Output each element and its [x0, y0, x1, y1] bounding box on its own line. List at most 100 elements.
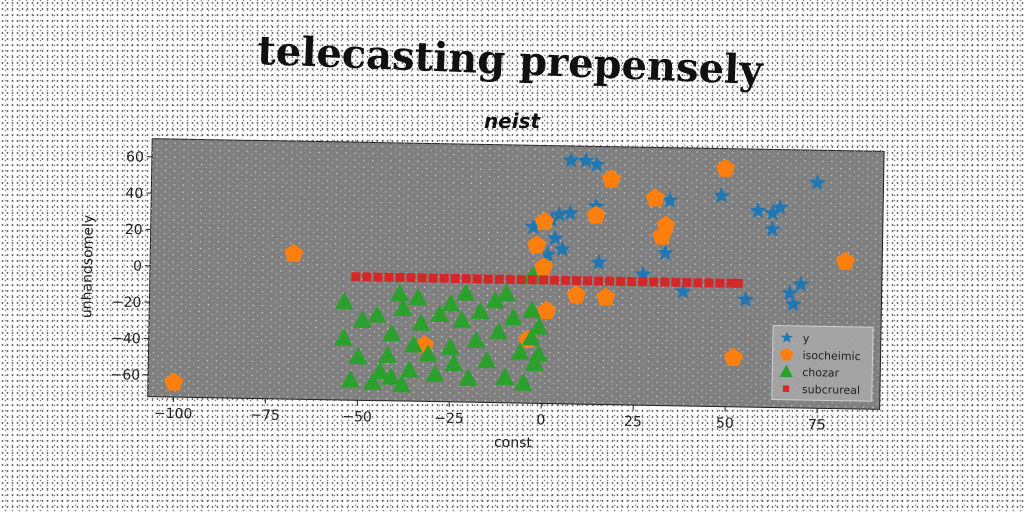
y-point	[792, 275, 810, 292]
subcrureal-point	[494, 274, 504, 284]
chozar-point	[440, 337, 460, 356]
subcrureal-point	[715, 278, 725, 288]
chozar-point	[367, 305, 387, 323]
subcrureal-point	[428, 273, 438, 283]
y-point	[524, 218, 542, 235]
y-tick-label: −20	[112, 294, 142, 311]
subcrureal-point	[516, 274, 526, 285]
isocheimic-point	[835, 251, 855, 270]
y-tick-label: 40	[125, 186, 143, 202]
legend-label-y: y	[803, 332, 810, 345]
subcrureal-point	[638, 277, 648, 287]
legend: y isocheimic chozar subcrureal	[771, 325, 874, 402]
isocheimic-point	[716, 158, 736, 177]
subcrureal-point	[461, 274, 471, 284]
y-point	[763, 220, 781, 237]
y-tick-label: −60	[110, 367, 140, 384]
chozar-point	[352, 310, 372, 329]
y-point	[577, 151, 595, 169]
y-point	[781, 284, 799, 301]
subcrureal-point	[627, 276, 637, 287]
chozar-point	[529, 317, 549, 335]
isocheimic-point	[534, 257, 554, 276]
subcrureal-point	[671, 277, 681, 287]
chozar-point	[521, 327, 541, 346]
isocheimic-point	[645, 188, 665, 207]
x-axis-ticks: −100 −75 −50 −25 0 25 50 75	[154, 397, 826, 433]
chart-title: telecasting prepensely	[257, 27, 766, 94]
chozar-point	[444, 353, 464, 372]
y-point	[590, 253, 608, 271]
chozar-point	[393, 298, 413, 317]
y-point	[588, 155, 606, 173]
isocheimic-point	[566, 285, 586, 304]
y-tick-label: 0	[133, 259, 142, 275]
chozar-point	[334, 328, 354, 346]
subcrureal-point	[417, 273, 427, 283]
isocheimic-point	[652, 226, 672, 245]
chozar-point	[441, 293, 461, 312]
subcrureal-point	[549, 275, 560, 285]
y-tick-label: −40	[111, 331, 141, 348]
isocheimic-point	[601, 169, 621, 188]
y-point	[553, 240, 571, 257]
subcrureal-point	[649, 277, 659, 287]
x-tick-label: 75	[808, 417, 826, 433]
chozar-point	[522, 300, 542, 319]
chozar-point	[377, 345, 397, 364]
isocheimic-point	[527, 235, 547, 254]
y-point	[656, 244, 674, 261]
subcrureal-point	[472, 274, 482, 284]
subcrureal-point	[505, 274, 515, 284]
chozar-point	[348, 346, 368, 365]
y-point	[771, 198, 789, 216]
chozar-point	[470, 301, 490, 320]
chozar-point	[418, 344, 438, 362]
y-tick-label: 20	[125, 222, 143, 238]
x-axis-label: const	[494, 435, 533, 452]
y-point	[749, 202, 767, 219]
chart-subtitle: neist	[484, 109, 542, 133]
isocheimic-point	[537, 300, 557, 320]
subcrureal-point	[362, 272, 372, 282]
chozar-point	[452, 310, 472, 328]
chozar-point	[403, 334, 423, 353]
subcrureal-point	[704, 278, 714, 288]
subcrureal-point	[660, 277, 670, 287]
x-tick-label: −25	[434, 411, 464, 428]
subcrureal-point	[693, 278, 703, 288]
y-point	[712, 186, 731, 204]
subcrureal-point	[605, 276, 615, 286]
chozar-point	[334, 291, 354, 310]
subcrureal-point	[733, 278, 743, 288]
chozar-point	[503, 307, 523, 326]
series-subcrureal	[351, 272, 743, 288]
x-tick-label: −100	[154, 406, 193, 423]
y-point	[561, 204, 579, 221]
chozar-point	[399, 360, 419, 378]
chozar-point	[408, 287, 428, 306]
chozar-point	[370, 361, 390, 380]
chozar-point	[458, 368, 478, 387]
chozar-point	[495, 367, 515, 386]
plot-noise	[147, 138, 885, 410]
y-point	[674, 282, 692, 299]
x-tick-label: 0	[536, 412, 545, 428]
chozar-point	[425, 364, 445, 383]
y-point	[764, 204, 782, 221]
chozar-point	[390, 283, 410, 302]
subcrureal-point	[351, 272, 361, 282]
subcrureal-point	[726, 278, 736, 288]
chozar-point	[496, 283, 516, 302]
subcrureal-point	[682, 277, 692, 288]
subcrureal-point	[582, 276, 593, 286]
legend-box	[771, 325, 874, 402]
y-axis-label: unhandsomely	[79, 215, 97, 319]
chozar-point	[466, 330, 486, 349]
y-point	[562, 151, 580, 168]
chozar-point	[485, 290, 505, 309]
isocheimic-point	[535, 211, 554, 231]
chozar-point	[510, 342, 530, 360]
y-point	[546, 229, 564, 246]
